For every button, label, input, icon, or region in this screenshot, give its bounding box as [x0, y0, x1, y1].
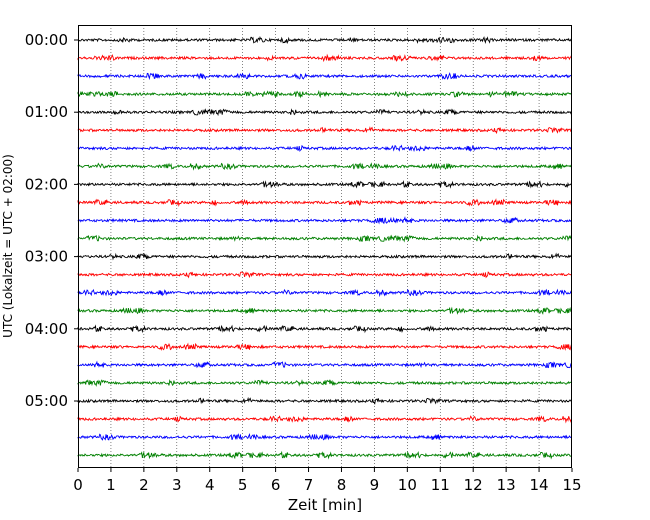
x-tick-label: 10	[398, 476, 417, 494]
trace-line	[77, 35, 572, 44]
trace-line	[77, 342, 572, 352]
x-tick-label: 2	[139, 476, 149, 494]
y-tick-label: 03:00	[25, 248, 68, 266]
grid-lines	[110, 25, 540, 468]
trace-line	[77, 379, 572, 387]
x-axis-ticks: 0 1 2 3 4 5 6 7 8 9 10 11 12 13 14 15	[73, 468, 582, 494]
y-axis-label: UTC (Lokalzeit = UTC + 02:00)	[1, 154, 15, 338]
x-tick-label: 3	[172, 476, 182, 494]
trace-line	[77, 89, 572, 99]
x-tick-label: 5	[238, 476, 248, 494]
x-tick-label: 7	[304, 476, 314, 494]
x-tick-label: 0	[73, 476, 83, 494]
x-tick-label: 9	[370, 476, 380, 494]
trace-line	[77, 271, 572, 279]
trace-line	[77, 433, 572, 441]
seismic-traces	[77, 35, 572, 460]
trace-line	[77, 216, 572, 225]
trace-line	[77, 53, 572, 63]
trace-line	[77, 450, 572, 460]
trace-line	[77, 252, 572, 261]
y-axis-ticks: 00:00 01:00 02:00 03:00 04:00 05:00	[25, 31, 78, 410]
trace-line	[77, 126, 572, 135]
x-tick-label: 15	[562, 476, 581, 494]
trace-line	[77, 198, 572, 207]
trace-line	[77, 360, 572, 369]
x-tick-label: 6	[271, 476, 281, 494]
trace-line	[77, 234, 572, 243]
plot-frame	[78, 25, 572, 468]
trace-line	[77, 108, 572, 117]
x-tick-label: 11	[431, 476, 450, 494]
trace-line	[77, 415, 572, 424]
trace-line	[77, 144, 572, 153]
trace-line	[77, 72, 572, 81]
y-tick-label: 01:00	[25, 103, 68, 121]
x-tick-label: 4	[205, 476, 215, 494]
x-tick-label: 1	[106, 476, 116, 494]
trace-line	[77, 288, 572, 298]
x-tick-label: 8	[337, 476, 347, 494]
x-tick-label: 12	[464, 476, 483, 494]
trace-line	[77, 162, 572, 171]
trace-line	[77, 179, 572, 189]
y-tick-label: 05:00	[25, 392, 68, 410]
x-axis-label: Zeit [min]	[288, 496, 362, 514]
trace-line	[77, 396, 572, 405]
y-tick-label: 04:00	[25, 320, 68, 338]
x-tick-label: 13	[497, 476, 516, 494]
trace-line	[77, 306, 572, 315]
y-tick-label: 00:00	[25, 31, 68, 49]
x-tick-label: 14	[530, 476, 549, 494]
trace-line	[77, 324, 572, 334]
y-tick-label: 02:00	[25, 175, 68, 193]
